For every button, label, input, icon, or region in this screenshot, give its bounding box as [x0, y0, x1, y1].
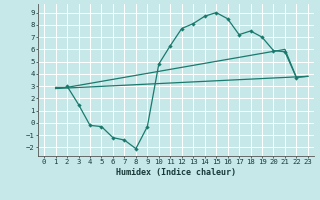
X-axis label: Humidex (Indice chaleur): Humidex (Indice chaleur): [116, 168, 236, 177]
